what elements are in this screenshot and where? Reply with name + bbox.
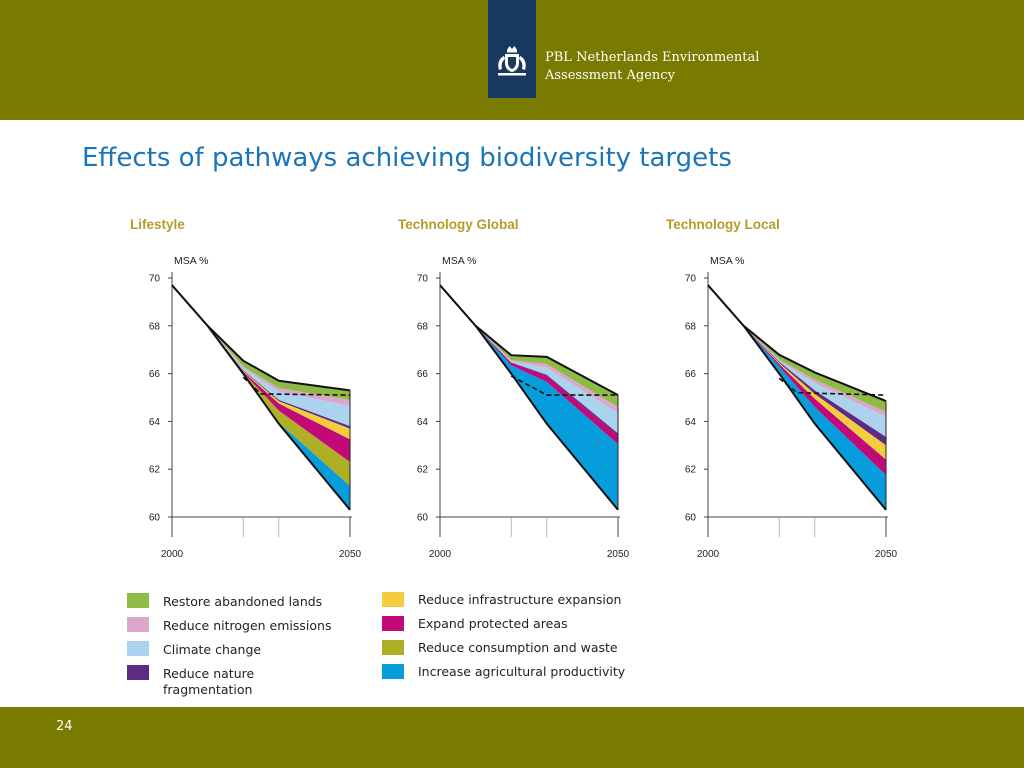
chart-panel: Technology Global MSA % 60 62 64 66 68 70 2000 20… — [398, 217, 630, 560]
x-tick-label: 2000 — [161, 549, 184, 560]
pathway-line — [206, 325, 351, 392]
y-tick-label: 62 — [685, 465, 697, 476]
y-tick-label: 68 — [417, 321, 429, 332]
y-tick-label: 66 — [417, 369, 429, 380]
history-line — [439, 284, 477, 327]
band-restore-abandoned-lands — [743, 325, 886, 412]
legend-label: Increase agricultural productivity — [418, 664, 626, 679]
target-line — [510, 375, 618, 396]
y-tick-label: 64 — [149, 417, 161, 428]
legend-label: Reduce infrastructure expansion — [418, 592, 622, 607]
coat-of-arms-icon — [498, 46, 526, 76]
band-restore-abandoned-lands — [207, 325, 350, 400]
chart-title: Technology Local — [666, 217, 780, 232]
band-expand-protected-areas — [207, 325, 350, 463]
y-tick-label: 70 — [685, 274, 697, 285]
band-climate-change — [743, 325, 886, 437]
y-tick-label: 62 — [149, 465, 161, 476]
band-increase-agricultural-productivity — [207, 325, 350, 510]
band-reduce-infrastructure-expansion — [743, 325, 886, 460]
page-number: 24 — [56, 719, 73, 734]
chart-panel: Lifestyle MSA % 60 62 64 66 68 70 2000 2050 — [130, 217, 362, 560]
legend-label: Reduce nature fragmentation — [163, 666, 255, 697]
legend-swatch — [127, 641, 149, 656]
baseline-line — [206, 325, 351, 511]
organization-line-2: Assessment Agency — [545, 68, 675, 83]
band-reduce-consumption-and-waste — [207, 325, 350, 486]
y-tick-label: 68 — [149, 321, 161, 332]
y-axis-label: MSA % — [710, 255, 744, 267]
band-increase-agricultural-productivity — [475, 325, 618, 510]
history-line — [707, 284, 745, 327]
legend-label: Climate change — [163, 642, 262, 657]
y-axis-label: MSA % — [174, 255, 208, 267]
logo-box — [488, 0, 536, 98]
band-reduce-nitrogen-emissions — [743, 325, 886, 417]
legend-swatch — [127, 665, 149, 680]
baseline-line — [742, 325, 887, 511]
y-tick-label: 64 — [417, 417, 429, 428]
legend-label: Reduce consumption and waste — [418, 640, 618, 655]
organization-line-1: PBL Netherlands Environmental — [545, 50, 760, 65]
legend-label: Expand protected areas — [418, 616, 568, 631]
y-tick-label: 70 — [417, 274, 429, 285]
legend-swatch — [127, 617, 149, 632]
history-line — [171, 284, 209, 327]
legend-swatch — [382, 592, 404, 607]
organization-name: PBL Netherlands Environmental Assessment… — [545, 49, 759, 85]
target-line — [778, 377, 887, 396]
legend-label: Reduce nitrogen emissions — [163, 618, 332, 633]
band-increase-agricultural-productivity — [743, 325, 886, 510]
y-tick-label: 60 — [417, 513, 429, 524]
band-expand-protected-areas — [743, 325, 886, 476]
y-tick-label: 60 — [149, 513, 161, 524]
y-tick-label: 66 — [685, 369, 697, 380]
legend-swatch — [127, 593, 149, 608]
pathway-line — [742, 325, 887, 403]
x-tick-label: 2050 — [875, 549, 898, 560]
legend-label: Restore abandoned lands — [163, 594, 323, 609]
chart-panel: Technology Local MSA % 60 62 64 66 68 70 2000 205… — [666, 217, 898, 560]
legend-swatch — [382, 616, 404, 631]
band-climate-change — [207, 325, 350, 427]
target-line — [242, 376, 351, 396]
y-tick-label: 64 — [685, 417, 697, 428]
x-tick-label: 2050 — [607, 549, 630, 560]
y-axis-label: MSA % — [442, 255, 476, 267]
chart-title: Technology Global — [398, 217, 519, 232]
chart-title: Lifestyle — [130, 217, 185, 232]
band-reduce-nitrogen-emissions — [207, 325, 350, 406]
footer-band — [0, 707, 1024, 768]
y-tick-label: 66 — [149, 369, 161, 380]
pathway-line — [474, 325, 619, 396]
legend-swatch — [382, 664, 404, 679]
y-tick-label: 60 — [685, 513, 697, 524]
band-reduce-infrastructure-expansion — [207, 325, 350, 440]
slide-title: Effects of pathways achieving biodiversi… — [82, 143, 732, 173]
y-tick-label: 62 — [417, 465, 429, 476]
x-tick-label: 2050 — [339, 549, 362, 560]
legend-swatch — [382, 640, 404, 655]
band-reduce-nature-fragmentation — [743, 325, 886, 446]
y-tick-label: 70 — [149, 274, 161, 285]
y-tick-label: 68 — [685, 321, 697, 332]
x-tick-label: 2000 — [697, 549, 720, 560]
x-tick-label: 2000 — [429, 549, 452, 560]
baseline-line — [474, 325, 619, 511]
